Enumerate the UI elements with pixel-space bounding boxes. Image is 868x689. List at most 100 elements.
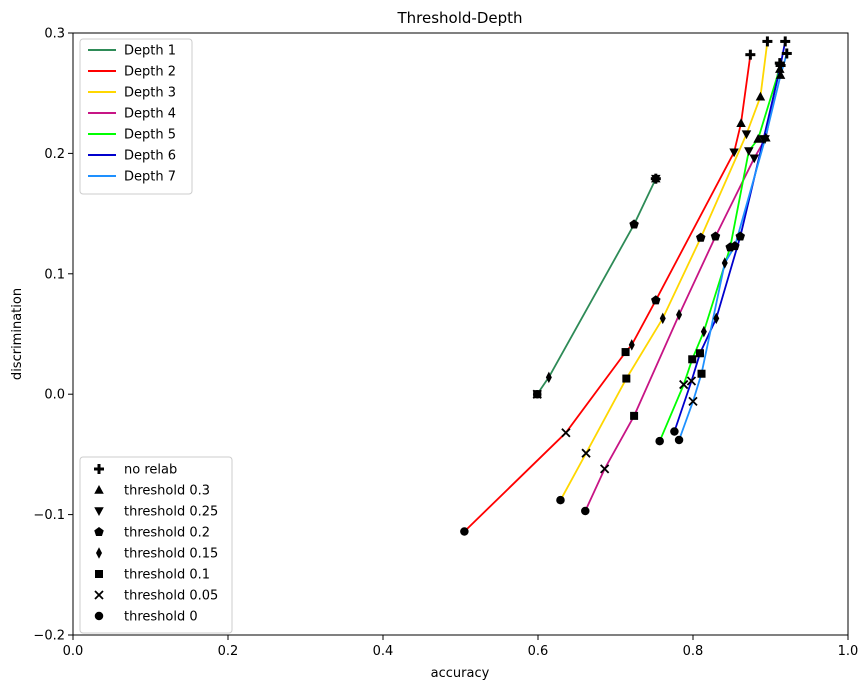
legend-label-threshold: threshold 0.25 — [124, 505, 218, 520]
data-point-depth-6-pentagon — [735, 231, 746, 241]
data-point-depth-1-circle — [532, 389, 542, 399]
x-tick-label: 0.2 — [218, 644, 239, 659]
series-line-depth-7 — [678, 53, 788, 441]
y-tick-label: 0.1 — [44, 267, 65, 282]
data-point-depth-1-triangle-down — [651, 174, 661, 184]
legend-label-threshold: threshold 0.3 — [124, 484, 210, 499]
series-line-depth-3 — [559, 41, 769, 501]
data-point-depth-7-x — [688, 396, 698, 407]
data-point-depth-3-circle — [556, 495, 565, 505]
data-point-depth-6-circle — [670, 427, 679, 436]
legend-label-depth-7: Depth 7 — [124, 170, 176, 185]
data-point-depth-3-square — [622, 374, 631, 383]
legend-label-threshold: threshold 0.2 — [124, 526, 210, 541]
legend-marker-circle — [94, 611, 104, 621]
plot-lines — [463, 41, 788, 533]
legend-marker-x — [94, 590, 104, 600]
legend-marker-triangle-down — [94, 507, 104, 516]
data-point-depth-6-x — [686, 376, 697, 386]
legend-label-threshold: threshold 0.15 — [124, 547, 218, 562]
data-point-depth-2-triangle-up — [736, 118, 746, 128]
data-point-depth-4-circle — [581, 506, 590, 516]
data-point-depth-4-square — [630, 411, 639, 420]
data-point-depth-5-x — [679, 379, 689, 390]
legend-label-threshold: threshold 0.05 — [124, 589, 218, 604]
data-point-depth-1-thin-diamond — [545, 371, 552, 384]
data-point-depth-5-thin-diamond — [700, 325, 707, 338]
data-point-depth-7-square — [697, 369, 706, 378]
legend-marker-plus — [94, 464, 104, 474]
data-point-depth-3-triangle-down — [741, 130, 752, 140]
data-point-depth-2-x — [561, 428, 571, 438]
data-point-depth-4-x — [600, 464, 610, 474]
y-tick-label: 0.0 — [44, 388, 65, 403]
data-point-depth-3-plus — [762, 36, 773, 47]
x-tick-label: 0.6 — [528, 644, 549, 659]
series-legend: Depth 1 Depth 2 Depth 3 Depth 4 Depth 5 Depth… — [79, 38, 193, 195]
data-point-depth-6-plus — [780, 36, 791, 47]
legend-label-depth-2: Depth 2 — [124, 65, 176, 80]
data-point-depth-6-thin-diamond — [713, 312, 720, 325]
data-point-depth-2-triangle-down — [729, 148, 739, 158]
series-line-depth-6 — [673, 41, 787, 432]
data-point-depth-4-thin-diamond — [676, 308, 683, 321]
data-point-depth-7-triangle-up — [775, 70, 786, 79]
data-point-depth-3-x — [581, 448, 591, 458]
data-point-depth-7-plus — [781, 48, 792, 59]
data-point-depth-2-thin-diamond — [628, 339, 635, 351]
marker-legend: no relab threshold 0.3 threshold 0.25 thres… — [79, 456, 233, 634]
legend-marker-square — [95, 570, 103, 578]
legend-marker-triangle-up — [94, 485, 104, 494]
series-line-depth-2 — [463, 54, 752, 533]
marker-legend-box — [79, 456, 233, 634]
legend-label-threshold: no relab — [124, 463, 177, 478]
legend-label-depth-1: Depth 1 — [124, 44, 176, 59]
x-tick-label: 0.8 — [683, 644, 704, 659]
legend-label-threshold: threshold 0 — [124, 610, 198, 625]
legend-marker-thin-diamond — [96, 547, 102, 559]
y-axis: −0.2 −0.1 0.0 0.1 0.2 0.3 — [33, 27, 73, 644]
data-point-depth-3-triangle-up — [755, 91, 766, 101]
series-line-depth-4 — [584, 62, 781, 512]
legend-label-depth-6: Depth 6 — [124, 149, 176, 164]
chart-title: Threshold-Depth — [396, 9, 522, 27]
legend-label-depth-4: Depth 4 — [124, 107, 176, 122]
data-point-depth-3-pentagon — [695, 232, 706, 242]
data-point-depth-1-pentagon — [629, 219, 639, 229]
data-point-depth-7-circle — [674, 435, 684, 445]
x-axis-title: accuracy — [431, 666, 490, 681]
y-tick-label: 0.2 — [44, 147, 65, 162]
data-point-depth-7-triangle-down — [760, 135, 770, 144]
data-point-depth-2-pentagon — [651, 295, 661, 305]
data-point-depth-2-circle — [460, 527, 469, 536]
data-point-depth-5-plus — [775, 60, 786, 71]
x-tick-label: 1.0 — [838, 644, 859, 659]
y-tick-label: −0.1 — [33, 508, 65, 523]
data-point-depth-5-triangle-up — [753, 133, 763, 143]
y-axis-title: discrimination — [10, 288, 25, 380]
legend-label-depth-5: Depth 5 — [124, 128, 176, 143]
data-point-depth-4-pentagon — [710, 231, 721, 241]
data-point-depth-5-square — [688, 355, 697, 364]
x-tick-label: 0.4 — [373, 644, 394, 659]
data-point-depth-7-thin-diamond — [721, 257, 728, 269]
data-point-depth-3-thin-diamond — [659, 312, 666, 325]
plot-frame — [72, 32, 849, 636]
series-line-depth-5 — [658, 65, 782, 442]
legend-label-threshold: threshold 0.1 — [124, 568, 210, 583]
data-point-depth-6-square — [695, 349, 704, 358]
legend-label-depth-3: Depth 3 — [124, 86, 176, 101]
plot-markers — [460, 36, 792, 536]
data-point-depth-2-plus — [745, 49, 756, 60]
data-point-depth-4-triangle-down — [749, 154, 759, 164]
y-tick-label: −0.2 — [33, 629, 65, 644]
data-point-depth-6-triangle-up — [775, 64, 785, 73]
y-tick-label: 0.3 — [44, 27, 65, 42]
data-point-depth-7-pentagon — [730, 241, 740, 251]
x-tick-label: 0.0 — [63, 644, 84, 659]
legend-marker-pentagon — [94, 527, 104, 537]
series-line-depth-1 — [536, 178, 657, 395]
data-point-depth-5-triangle-down — [744, 147, 754, 156]
x-axis: 0.0 0.2 0.4 0.6 0.8 1.0 — [63, 635, 859, 659]
